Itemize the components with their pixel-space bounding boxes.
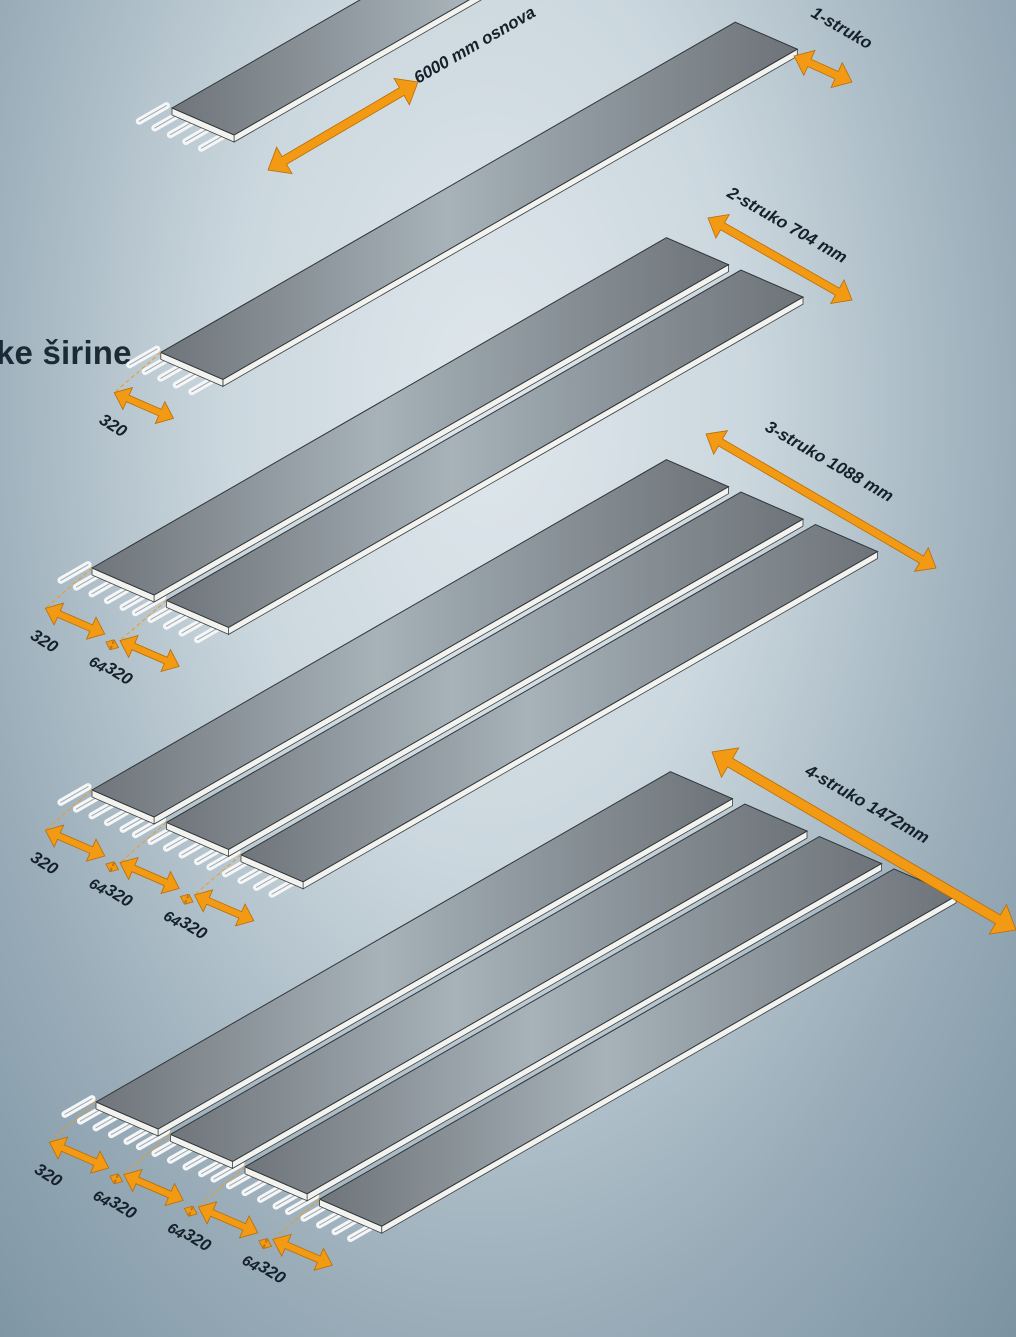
dimension-leader [45,789,93,831]
double-arrow-icon [793,49,853,89]
panel-top [165,269,805,628]
panel-top [159,21,799,380]
double-arrow-icon [119,856,180,895]
dimension-leader [113,352,162,394]
panel-top [170,0,470,136]
panel-top [94,771,734,1130]
panel-strip [243,835,883,1202]
double-arrow-icon [113,386,175,425]
double-arrow-icon [711,747,1016,935]
double-arrow-icon [183,1205,198,1217]
strip-width-label: 320 [27,625,62,656]
panel-strip [169,803,809,1170]
double-arrow-icon [44,824,106,862]
double-arrow-icon [707,213,853,305]
headline-text: ke širine. [0,334,142,371]
panel-strip [318,868,958,1234]
double-arrow-icon [109,1173,124,1185]
double-arrow-icon [197,1201,259,1239]
double-arrow-icon [193,889,255,927]
panel-top [243,835,883,1195]
panel-strip [90,459,730,825]
strip-width-label: 320 [31,1159,66,1190]
roller-outline [60,786,89,803]
double-arrow-icon [705,430,937,572]
panel-strip [159,21,799,388]
panel-strip [90,237,730,603]
panel-top [90,459,730,818]
roller-outline [64,1098,93,1115]
panel-strip [165,491,805,858]
double-arrow-icon [123,1168,184,1207]
double-arrow-icon [272,1233,333,1271]
dimension-leader [119,822,167,863]
double-arrow-icon [119,634,180,673]
group-label: 4-struko 1472mm [801,761,932,848]
double-arrow-icon [258,1238,273,1250]
double-arrow-icon [44,602,106,640]
dimension-leader [49,1101,97,1143]
double-arrow-icon [105,861,120,873]
panel-top [169,803,809,1162]
double-arrow-icon [179,893,194,905]
panel-top [90,237,730,596]
panel-strip [94,771,734,1137]
roller-outline [129,348,158,366]
dimension-leader [194,854,242,896]
strip-width-label: 320 [96,410,131,441]
dimension-leader [198,1166,246,1208]
roller-outline [60,564,89,581]
group-label: 3-struko 1088 mm [762,417,897,506]
panel-strip [239,523,879,890]
dimension-leader [272,1198,320,1240]
group-label: 1-struko [808,3,876,53]
double-arrow-icon [48,1136,110,1174]
group-label: 2-struko 704 mm [723,183,850,268]
dimension-leader [119,600,167,641]
double-arrow-icon [267,77,419,175]
double-arrow-icon [105,639,120,651]
dimension-leader [123,1134,171,1175]
panel-strip [165,269,805,636]
strip-width-label: 320 [27,847,62,878]
dimension-leader [45,567,93,609]
panel-top [165,491,805,850]
panel-top [239,523,879,883]
panel-strip [170,0,482,143]
roller-outline [138,105,167,122]
